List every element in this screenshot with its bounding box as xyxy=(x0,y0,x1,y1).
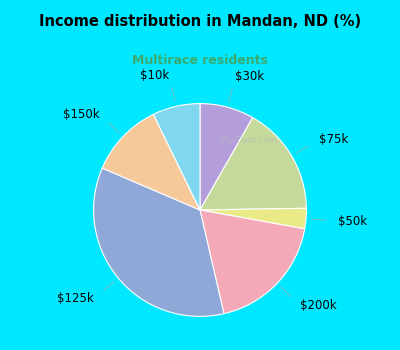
Wedge shape xyxy=(200,208,306,229)
Text: Income distribution in Mandan, ND (%): Income distribution in Mandan, ND (%) xyxy=(39,14,361,29)
Text: $150k: $150k xyxy=(63,108,100,121)
Text: Multirace residents: Multirace residents xyxy=(132,54,268,66)
Wedge shape xyxy=(102,114,200,210)
Wedge shape xyxy=(200,210,305,314)
Wedge shape xyxy=(200,118,306,210)
Text: $50k: $50k xyxy=(338,215,367,228)
Wedge shape xyxy=(153,104,200,210)
Text: City-Data.com: City-Data.com xyxy=(218,136,278,145)
Text: $30k: $30k xyxy=(236,70,264,83)
Text: $125k: $125k xyxy=(57,292,94,305)
Text: $75k: $75k xyxy=(319,133,348,146)
Wedge shape xyxy=(94,168,224,316)
Text: $200k: $200k xyxy=(300,299,337,312)
Wedge shape xyxy=(200,104,253,210)
Text: $10k: $10k xyxy=(140,69,169,82)
